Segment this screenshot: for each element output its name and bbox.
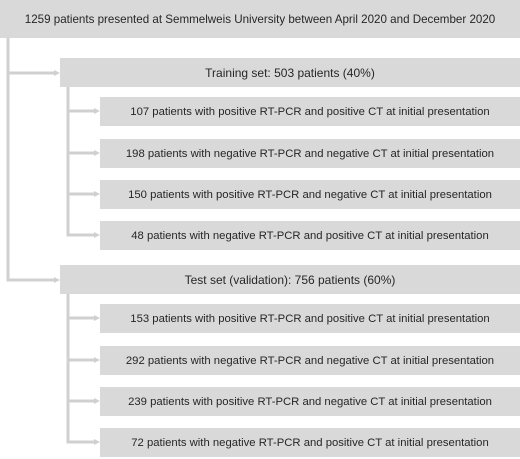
arrowhead <box>94 315 100 321</box>
arrowhead <box>94 191 100 197</box>
training-item-label: 150 patients with positive RT-PCR and ne… <box>128 188 492 201</box>
test-set-label: Test set (validation): 756 patients (60%… <box>184 272 396 287</box>
test-item-box: 239 patients with positive RT-PCR and ne… <box>100 387 520 416</box>
test-set-box: Test set (validation): 756 patients (60%… <box>60 265 520 294</box>
training-item-label: 198 patients with negative RT-PCR and ne… <box>125 147 495 160</box>
arrowhead <box>94 439 100 445</box>
test-item-label: 153 patients with positive RT-PCR and po… <box>130 312 490 325</box>
arrowhead <box>54 277 60 283</box>
training-item-box: 198 patients with negative RT-PCR and ne… <box>100 139 520 168</box>
test-item-label: 72 patients with negative RT-PCR and pos… <box>131 436 489 449</box>
test-item-label: 239 patients with positive RT-PCR and ne… <box>128 395 492 408</box>
arrowhead <box>54 70 60 76</box>
total-patients-box: 1259 patients presented at Semmelweis Un… <box>0 0 520 38</box>
arrowhead <box>94 232 100 238</box>
arrowhead <box>94 108 100 114</box>
training-set-box: Training set: 503 patients (40%) <box>60 58 520 87</box>
arrowhead <box>94 398 100 404</box>
training-set-label: Training set: 503 patients (40%) <box>205 65 375 80</box>
test-item-label: 292 patients with negative RT-PCR and ne… <box>125 354 495 367</box>
test-item-box: 153 patients with positive RT-PCR and po… <box>100 304 520 333</box>
total-patients-label: 1259 patients presented at Semmelweis Un… <box>24 12 496 26</box>
arrowhead <box>94 150 100 156</box>
training-item-label: 48 patients with negative RT-PCR and pos… <box>131 229 489 242</box>
test-item-box: 292 patients with negative RT-PCR and ne… <box>100 346 520 375</box>
arrowhead <box>94 357 100 363</box>
test-item-box: 72 patients with negative RT-PCR and pos… <box>100 428 520 457</box>
training-item-box: 150 patients with positive RT-PCR and ne… <box>100 180 520 209</box>
training-item-box: 48 patients with negative RT-PCR and pos… <box>100 221 520 250</box>
training-item-label: 107 patients with positive RT-PCR and po… <box>130 105 490 118</box>
training-connector <box>66 87 94 237</box>
training-item-box: 107 patients with positive RT-PCR and po… <box>100 97 520 126</box>
test-connector <box>66 294 94 444</box>
main-connector <box>6 38 54 282</box>
